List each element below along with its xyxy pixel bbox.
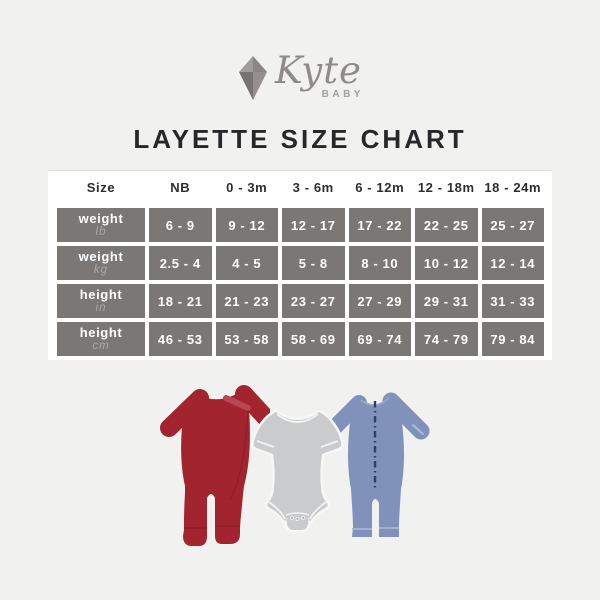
- column-header-0-3m: 0 - 3m: [215, 171, 278, 204]
- cell-weight-lb-18-24m: 25 - 27: [481, 208, 544, 242]
- row-unit: cm: [92, 339, 110, 352]
- cell-height-cm-18-24m: 79 - 84: [481, 322, 544, 356]
- cell-weight-lb-3-6m: 12 - 17: [282, 208, 345, 242]
- cell-weight-kg-3-6m: 5 - 8: [282, 246, 345, 280]
- row-label-weight-lb: weight lb: [57, 208, 145, 242]
- row-unit: in: [95, 301, 107, 314]
- column-header-18-24m: 18 - 24m: [481, 171, 544, 204]
- cell-height-in-3-6m: 23 - 27: [282, 284, 345, 318]
- page-title: LAYETTE SIZE CHART: [133, 124, 467, 154]
- size-chart-table: Size NB 0 - 3m 3 - 6m 6 - 12m 12 - 18m 1…: [48, 170, 552, 360]
- column-header-nb: NB: [149, 171, 212, 204]
- gray-bodysuit-illustration: [248, 400, 347, 539]
- cell-height-in-6-12m: 27 - 29: [348, 284, 411, 318]
- row-unit: kg: [93, 263, 109, 276]
- cell-height-cm-12-18m: 74 - 79: [415, 322, 478, 356]
- cell-height-cm-0-3m: 53 - 58: [215, 322, 278, 356]
- cell-height-cm-nb: 46 - 53: [149, 322, 212, 356]
- cell-weight-lb-6-12m: 17 - 22: [348, 208, 411, 242]
- cell-height-in-18-24m: 31 - 33: [481, 284, 544, 318]
- red-footie-illustration: [156, 376, 275, 557]
- row-label-height-cm: height cm: [57, 322, 145, 356]
- brand-logo: Kyte BABY: [0, 52, 600, 106]
- logo-sub-name: BABY: [321, 89, 364, 100]
- row-unit: lb: [95, 225, 107, 238]
- cell-weight-kg-18-24m: 12 - 14: [481, 246, 544, 280]
- row-label: weight: [78, 210, 124, 226]
- cell-weight-kg-6-12m: 8 - 10: [348, 246, 411, 280]
- cell-weight-lb-0-3m: 9 - 12: [215, 208, 278, 242]
- logo-text: Kyte BABY: [275, 49, 362, 100]
- cell-weight-kg-nb: 2.5 - 4: [149, 246, 212, 280]
- cell-weight-lb-nb: 6 - 9: [149, 208, 212, 242]
- garment-illustrations: [0, 376, 600, 576]
- cell-height-in-12-18m: 29 - 31: [415, 284, 478, 318]
- column-header-size: Size: [57, 171, 145, 204]
- cell-height-in-0-3m: 21 - 23: [215, 284, 278, 318]
- column-header-3-6m: 3 - 6m: [282, 171, 345, 204]
- cell-weight-kg-12-18m: 10 - 12: [415, 246, 478, 280]
- blue-romper-illustration: [325, 383, 430, 553]
- cell-weight-lb-12-18m: 22 - 25: [415, 208, 478, 242]
- kite-icon: [238, 55, 268, 106]
- cell-height-cm-6-12m: 69 - 74: [348, 322, 411, 356]
- row-label: weight: [78, 248, 124, 264]
- column-header-6-12m: 6 - 12m: [348, 171, 411, 204]
- cell-weight-kg-0-3m: 4 - 5: [215, 246, 278, 280]
- row-label: height: [79, 324, 123, 340]
- row-label-weight-kg: weight kg: [57, 246, 145, 280]
- row-label-height-in: height in: [57, 284, 145, 318]
- row-label: height: [79, 286, 123, 302]
- cell-height-cm-3-6m: 58 - 69: [282, 322, 345, 356]
- cell-height-in-nb: 18 - 21: [149, 284, 212, 318]
- column-header-12-18m: 12 - 18m: [415, 171, 478, 204]
- logo-brand-name: Kyte: [275, 49, 362, 92]
